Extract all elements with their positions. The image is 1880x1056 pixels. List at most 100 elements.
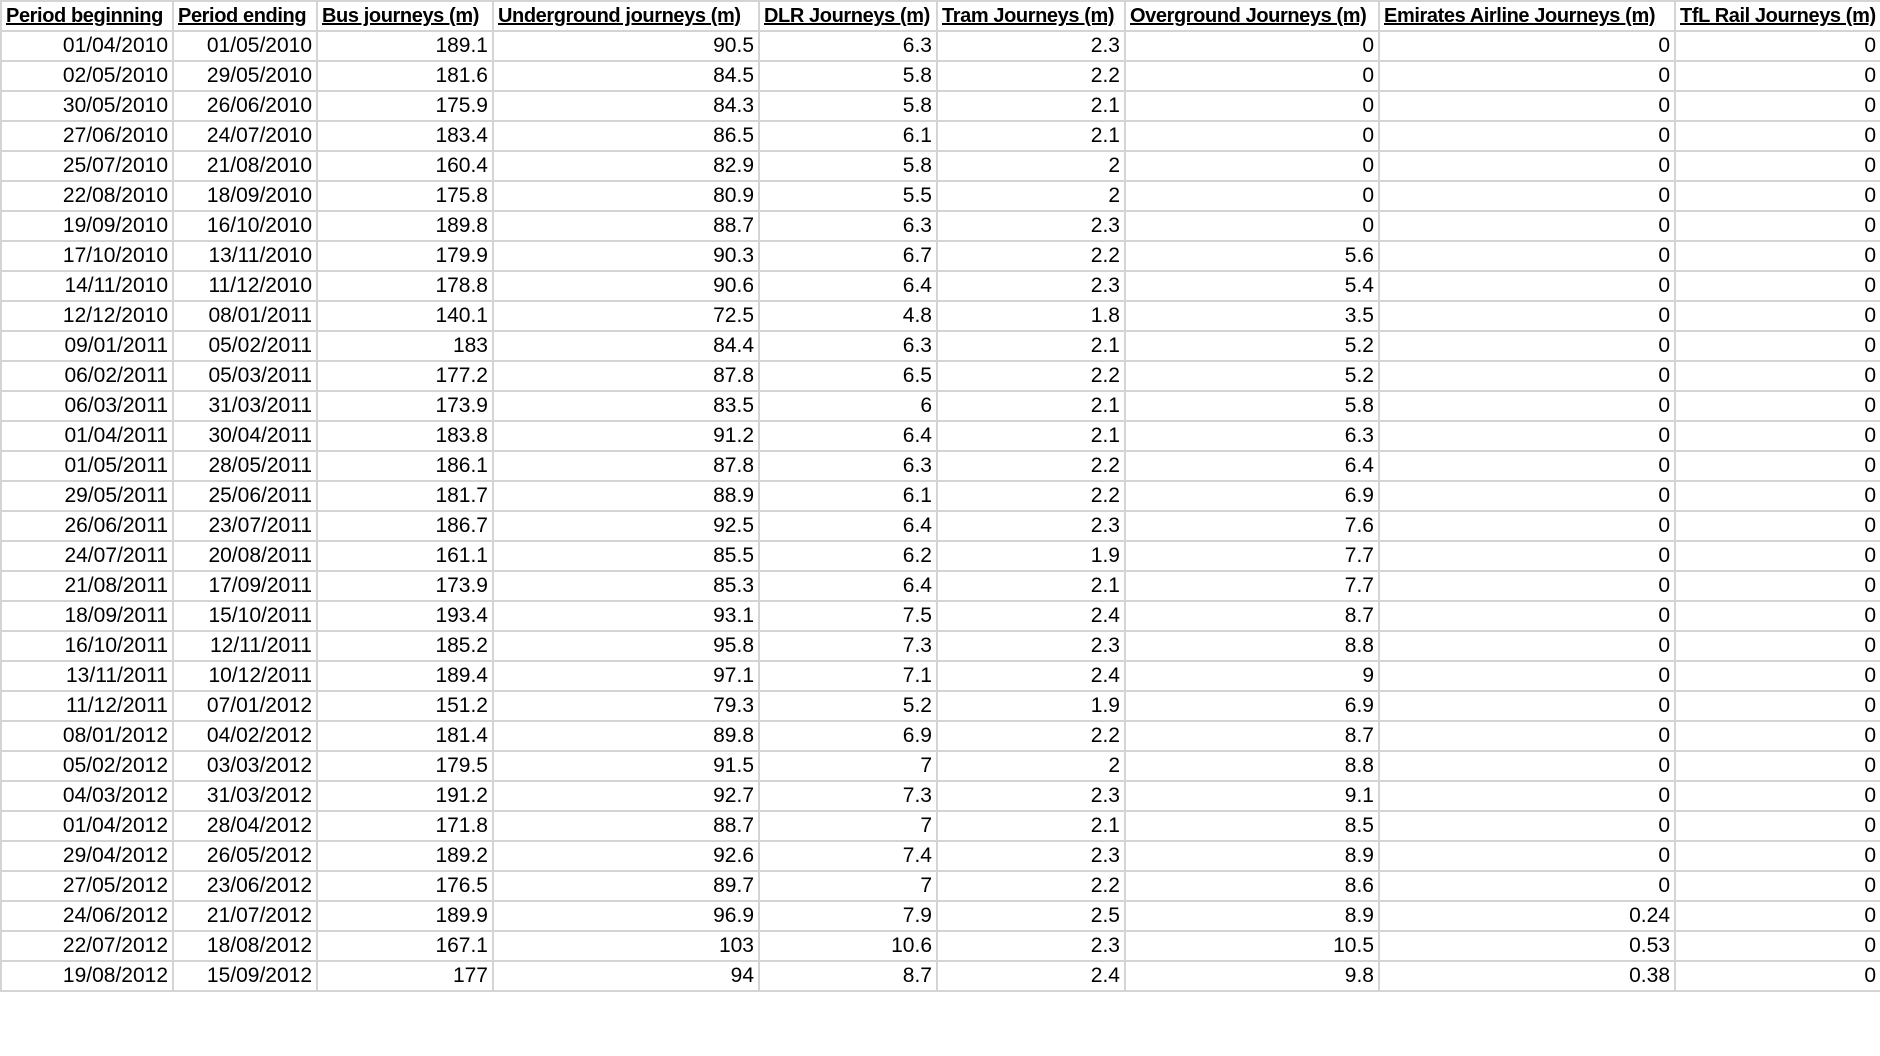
- cell-dlr-journeys[interactable]: 8.7: [758, 960, 938, 992]
- cell-emirates-airline-journeys[interactable]: 0: [1378, 720, 1676, 752]
- cell-period-beginning[interactable]: 27/05/2012: [0, 870, 174, 902]
- cell-bus-journeys[interactable]: 181.6: [316, 60, 494, 92]
- cell-underground-journeys[interactable]: 103: [492, 930, 760, 962]
- cell-emirates-airline-journeys[interactable]: 0: [1378, 750, 1676, 782]
- cell-dlr-journeys[interactable]: 6.3: [758, 210, 938, 242]
- cell-period-ending[interactable]: 10/12/2011: [172, 660, 318, 692]
- cell-period-beginning[interactable]: 22/08/2010: [0, 180, 174, 212]
- header-tram-journeys[interactable]: Tram Journeys (m): [936, 0, 1126, 32]
- header-overground-journeys[interactable]: Overground Journeys (m): [1124, 0, 1380, 32]
- cell-tram-journeys[interactable]: 2.3: [936, 780, 1126, 812]
- cell-dlr-journeys[interactable]: 7.3: [758, 630, 938, 662]
- cell-period-ending[interactable]: 26/06/2010: [172, 90, 318, 122]
- cell-period-beginning[interactable]: 24/06/2012: [0, 900, 174, 932]
- cell-period-ending[interactable]: 21/07/2012: [172, 900, 318, 932]
- cell-period-beginning[interactable]: 19/09/2010: [0, 210, 174, 242]
- cell-tfl-rail-journeys[interactable]: 0: [1674, 510, 1880, 542]
- cell-tfl-rail-journeys[interactable]: 0: [1674, 630, 1880, 662]
- cell-period-ending[interactable]: 26/05/2012: [172, 840, 318, 872]
- cell-tram-journeys[interactable]: 2.1: [936, 420, 1126, 452]
- cell-overground-journeys[interactable]: 9: [1124, 660, 1380, 692]
- cell-tfl-rail-journeys[interactable]: 0: [1674, 450, 1880, 482]
- cell-overground-journeys[interactable]: 5.8: [1124, 390, 1380, 422]
- cell-underground-journeys[interactable]: 95.8: [492, 630, 760, 662]
- cell-tfl-rail-journeys[interactable]: 0: [1674, 570, 1880, 602]
- cell-underground-journeys[interactable]: 84.5: [492, 60, 760, 92]
- cell-period-ending[interactable]: 04/02/2012: [172, 720, 318, 752]
- cell-emirates-airline-journeys[interactable]: 0: [1378, 120, 1676, 152]
- cell-tram-journeys[interactable]: 2.1: [936, 120, 1126, 152]
- cell-underground-journeys[interactable]: 89.8: [492, 720, 760, 752]
- cell-bus-journeys[interactable]: 189.1: [316, 30, 494, 62]
- cell-period-ending[interactable]: 30/04/2011: [172, 420, 318, 452]
- cell-bus-journeys[interactable]: 167.1: [316, 930, 494, 962]
- cell-tram-journeys[interactable]: 1.9: [936, 690, 1126, 722]
- cell-tfl-rail-journeys[interactable]: 0: [1674, 480, 1880, 512]
- cell-tfl-rail-journeys[interactable]: 0: [1674, 780, 1880, 812]
- header-emirates-airline-journeys[interactable]: Emirates Airline Journeys (m): [1378, 0, 1676, 32]
- cell-overground-journeys[interactable]: 8.7: [1124, 600, 1380, 632]
- cell-tram-journeys[interactable]: 2: [936, 150, 1126, 182]
- cell-period-beginning[interactable]: 29/04/2012: [0, 840, 174, 872]
- cell-dlr-journeys[interactable]: 7.4: [758, 840, 938, 872]
- cell-tram-journeys[interactable]: 2.2: [936, 450, 1126, 482]
- cell-period-beginning[interactable]: 06/03/2011: [0, 390, 174, 422]
- cell-tram-journeys[interactable]: 2.1: [936, 330, 1126, 362]
- cell-bus-journeys[interactable]: 160.4: [316, 150, 494, 182]
- cell-tram-journeys[interactable]: 2.2: [936, 870, 1126, 902]
- cell-bus-journeys[interactable]: 189.4: [316, 660, 494, 692]
- cell-overground-journeys[interactable]: 10.5: [1124, 930, 1380, 962]
- cell-period-ending[interactable]: 12/11/2011: [172, 630, 318, 662]
- cell-period-ending[interactable]: 15/09/2012: [172, 960, 318, 992]
- cell-dlr-journeys[interactable]: 6: [758, 390, 938, 422]
- cell-overground-journeys[interactable]: 0: [1124, 90, 1380, 122]
- cell-overground-journeys[interactable]: 9.1: [1124, 780, 1380, 812]
- cell-dlr-journeys[interactable]: 6.5: [758, 360, 938, 392]
- cell-tfl-rail-journeys[interactable]: 0: [1674, 600, 1880, 632]
- cell-period-beginning[interactable]: 05/02/2012: [0, 750, 174, 782]
- cell-period-ending[interactable]: 25/06/2011: [172, 480, 318, 512]
- cell-emirates-airline-journeys[interactable]: 0.38: [1378, 960, 1676, 992]
- cell-emirates-airline-journeys[interactable]: 0: [1378, 240, 1676, 272]
- cell-underground-journeys[interactable]: 86.5: [492, 120, 760, 152]
- cell-period-ending[interactable]: 24/07/2010: [172, 120, 318, 152]
- cell-period-beginning[interactable]: 21/08/2011: [0, 570, 174, 602]
- header-bus-journeys[interactable]: Bus journeys (m): [316, 0, 494, 32]
- cell-tfl-rail-journeys[interactable]: 0: [1674, 120, 1880, 152]
- cell-bus-journeys[interactable]: 151.2: [316, 690, 494, 722]
- cell-emirates-airline-journeys[interactable]: 0: [1378, 480, 1676, 512]
- cell-tram-journeys[interactable]: 2.1: [936, 390, 1126, 422]
- cell-period-beginning[interactable]: 17/10/2010: [0, 240, 174, 272]
- cell-period-ending[interactable]: 29/05/2010: [172, 60, 318, 92]
- cell-period-ending[interactable]: 23/06/2012: [172, 870, 318, 902]
- cell-period-beginning[interactable]: 24/07/2011: [0, 540, 174, 572]
- cell-overground-journeys[interactable]: 0: [1124, 210, 1380, 242]
- cell-tram-journeys[interactable]: 2.2: [936, 60, 1126, 92]
- cell-emirates-airline-journeys[interactable]: 0.53: [1378, 930, 1676, 962]
- cell-underground-journeys[interactable]: 83.5: [492, 390, 760, 422]
- cell-emirates-airline-journeys[interactable]: 0: [1378, 810, 1676, 842]
- cell-emirates-airline-journeys[interactable]: 0: [1378, 360, 1676, 392]
- cell-period-beginning[interactable]: 25/07/2010: [0, 150, 174, 182]
- cell-period-ending[interactable]: 08/01/2011: [172, 300, 318, 332]
- cell-underground-journeys[interactable]: 90.6: [492, 270, 760, 302]
- cell-dlr-journeys[interactable]: 5.8: [758, 90, 938, 122]
- cell-underground-journeys[interactable]: 87.8: [492, 360, 760, 392]
- cell-overground-journeys[interactable]: 8.9: [1124, 840, 1380, 872]
- cell-tfl-rail-journeys[interactable]: 0: [1674, 930, 1880, 962]
- cell-period-ending[interactable]: 17/09/2011: [172, 570, 318, 602]
- cell-bus-journeys[interactable]: 173.9: [316, 570, 494, 602]
- cell-emirates-airline-journeys[interactable]: 0: [1378, 270, 1676, 302]
- cell-dlr-journeys[interactable]: 6.3: [758, 450, 938, 482]
- cell-underground-journeys[interactable]: 88.7: [492, 810, 760, 842]
- cell-period-ending[interactable]: 28/04/2012: [172, 810, 318, 842]
- cell-tram-journeys[interactable]: 2.4: [936, 960, 1126, 992]
- cell-period-beginning[interactable]: 14/11/2010: [0, 270, 174, 302]
- cell-tfl-rail-journeys[interactable]: 0: [1674, 180, 1880, 212]
- cell-dlr-journeys[interactable]: 6.4: [758, 510, 938, 542]
- cell-tfl-rail-journeys[interactable]: 0: [1674, 90, 1880, 122]
- cell-tfl-rail-journeys[interactable]: 0: [1674, 870, 1880, 902]
- cell-tfl-rail-journeys[interactable]: 0: [1674, 360, 1880, 392]
- cell-dlr-journeys[interactable]: 7: [758, 750, 938, 782]
- cell-tram-journeys[interactable]: 2.3: [936, 30, 1126, 62]
